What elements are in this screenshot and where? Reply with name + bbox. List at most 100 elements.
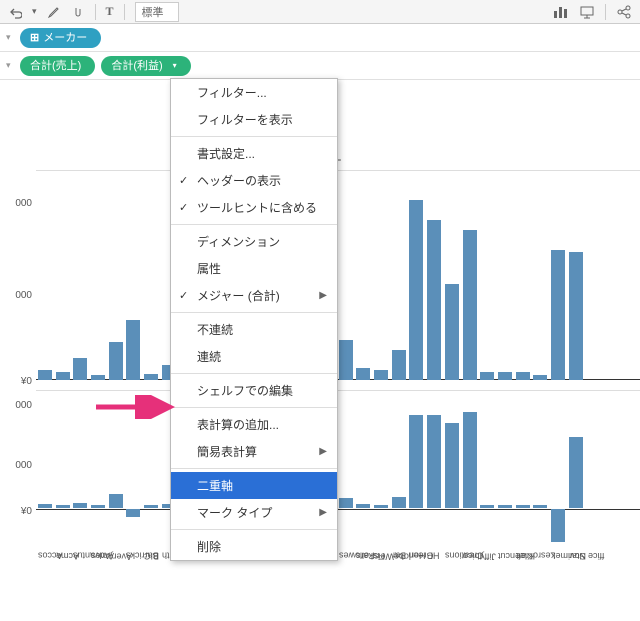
dropdown-icon[interactable]: ▾ <box>32 6 37 17</box>
menu-item[interactable]: マーク タイプ▶ <box>171 499 337 526</box>
rows-pill-sales[interactable]: 合計(売上) <box>20 56 95 76</box>
bar[interactable] <box>339 340 355 380</box>
category-axis: AccosAcmeAdvantusAmesAveryBarricksBICy &… <box>36 558 640 618</box>
show-me-icon[interactable] <box>553 4 569 19</box>
clip-icon[interactable] <box>71 4 85 19</box>
menu-item[interactable]: ✓メジャー (合計)▶ <box>171 282 337 309</box>
bar[interactable] <box>463 230 479 380</box>
bar[interactable] <box>445 284 461 380</box>
bar[interactable] <box>56 372 72 380</box>
text-icon[interactable]: T <box>106 4 114 19</box>
submenu-arrow-icon: ▶ <box>319 446 327 457</box>
menu-item[interactable]: 連続 <box>171 343 337 370</box>
sales-chart-panel <box>36 170 640 380</box>
menu-item[interactable]: 二重軸 <box>171 472 337 499</box>
menu-item-label: 属性 <box>197 260 221 277</box>
pill-label: 合計(利益) <box>111 56 162 76</box>
bar[interactable] <box>126 320 142 380</box>
menu-item[interactable]: フィルター... <box>171 79 337 106</box>
menu-item-label: メジャー (合計) <box>197 287 280 304</box>
bar[interactable] <box>356 368 372 380</box>
menu-separator <box>171 407 337 408</box>
callout-arrow <box>92 395 182 419</box>
rows-pill-profit[interactable]: 合計(利益) ▾ <box>101 56 190 76</box>
submenu-arrow-icon: ▶ <box>319 290 327 301</box>
bar[interactable] <box>516 505 532 508</box>
bar[interactable] <box>463 412 479 508</box>
bar[interactable] <box>533 505 549 508</box>
menu-item-label: シェルフでの編集 <box>197 382 293 399</box>
separator <box>124 4 125 20</box>
bar[interactable] <box>533 375 549 380</box>
fit-dropdown[interactable]: 標準 <box>135 2 179 22</box>
bar[interactable] <box>109 342 125 380</box>
bar[interactable] <box>374 370 390 380</box>
menu-item[interactable]: フィルターを表示 <box>171 106 337 133</box>
bar[interactable] <box>38 370 54 380</box>
bar[interactable] <box>91 375 107 380</box>
bar[interactable] <box>126 509 142 517</box>
bar[interactable] <box>498 372 514 380</box>
bar[interactable] <box>445 423 461 508</box>
bar[interactable] <box>144 505 160 508</box>
bar[interactable] <box>480 372 496 380</box>
menu-item-label: 二重軸 <box>197 477 233 494</box>
columns-pill-maker[interactable]: ⊞ メーカー <box>20 28 101 48</box>
toolbar: ▾ T 標準 <box>0 0 640 24</box>
menu-item[interactable]: 簡易表計算▶ <box>171 438 337 465</box>
menu-item[interactable]: 属性 <box>171 255 337 282</box>
menu-item-label: 不連続 <box>197 321 233 338</box>
bar[interactable] <box>551 509 567 542</box>
bar[interactable] <box>498 505 514 508</box>
pencil-icon[interactable] <box>47 4 61 19</box>
undo-icon[interactable] <box>8 4 22 19</box>
columns-shelf[interactable]: ▾ ⊞ メーカー <box>0 24 640 52</box>
bar[interactable] <box>516 372 532 380</box>
bar[interactable] <box>374 505 390 508</box>
menu-item-label: ツールヒントに含める <box>197 199 317 216</box>
menu-item[interactable]: ✓ ツールヒントに含める <box>171 194 337 221</box>
bar[interactable] <box>551 250 567 380</box>
bar[interactable] <box>56 505 72 508</box>
bar[interactable] <box>427 415 443 509</box>
bar[interactable] <box>409 200 425 380</box>
bar[interactable] <box>73 358 89 380</box>
shelf-caret-icon: ▾ <box>6 60 11 71</box>
check-icon: ✓ <box>179 201 188 214</box>
bar[interactable] <box>392 350 408 380</box>
menu-item[interactable]: ディメンション <box>171 228 337 255</box>
bar[interactable] <box>109 494 125 508</box>
bar[interactable] <box>91 505 107 508</box>
menu-item[interactable]: 削除 <box>171 533 337 560</box>
profit-ylabel-2: 000 <box>0 400 32 411</box>
bar[interactable] <box>480 505 496 508</box>
bar[interactable] <box>144 374 160 380</box>
share-icon[interactable] <box>616 4 632 19</box>
bar[interactable] <box>392 497 408 508</box>
bar[interactable] <box>339 498 355 508</box>
menu-separator <box>171 468 337 469</box>
bar[interactable] <box>569 252 585 380</box>
profit-bars-neg <box>36 509 640 551</box>
profit-ylabel-0: ¥0 <box>0 506 32 517</box>
menu-item[interactable]: シェルフでの編集 <box>171 377 337 404</box>
bar[interactable] <box>409 415 425 509</box>
menu-item[interactable]: ✓ヘッダーの表示 <box>171 167 337 194</box>
rows-shelf[interactable]: ▾ 合計(売上) 合計(利益) ▾ <box>0 52 640 80</box>
menu-item[interactable]: 表計算の追加... <box>171 411 337 438</box>
separator <box>95 4 96 20</box>
menu-item-label: フィルター... <box>197 84 267 101</box>
bar[interactable] <box>569 437 585 509</box>
sales-ylabel-2: 000 <box>0 198 32 209</box>
menu-item[interactable]: 不連続 <box>171 316 337 343</box>
presentation-icon[interactable] <box>579 4 595 19</box>
bar[interactable] <box>427 220 443 380</box>
fit-dropdown-label: 標準 <box>142 7 164 19</box>
submenu-arrow-icon: ▶ <box>319 507 327 518</box>
menu-item[interactable]: 書式設定... <box>171 140 337 167</box>
bar[interactable] <box>356 504 372 508</box>
bar[interactable] <box>73 503 89 509</box>
bar[interactable] <box>38 504 54 508</box>
menu-item-label: 連続 <box>197 348 221 365</box>
category-label: ffice Star <box>569 558 629 574</box>
